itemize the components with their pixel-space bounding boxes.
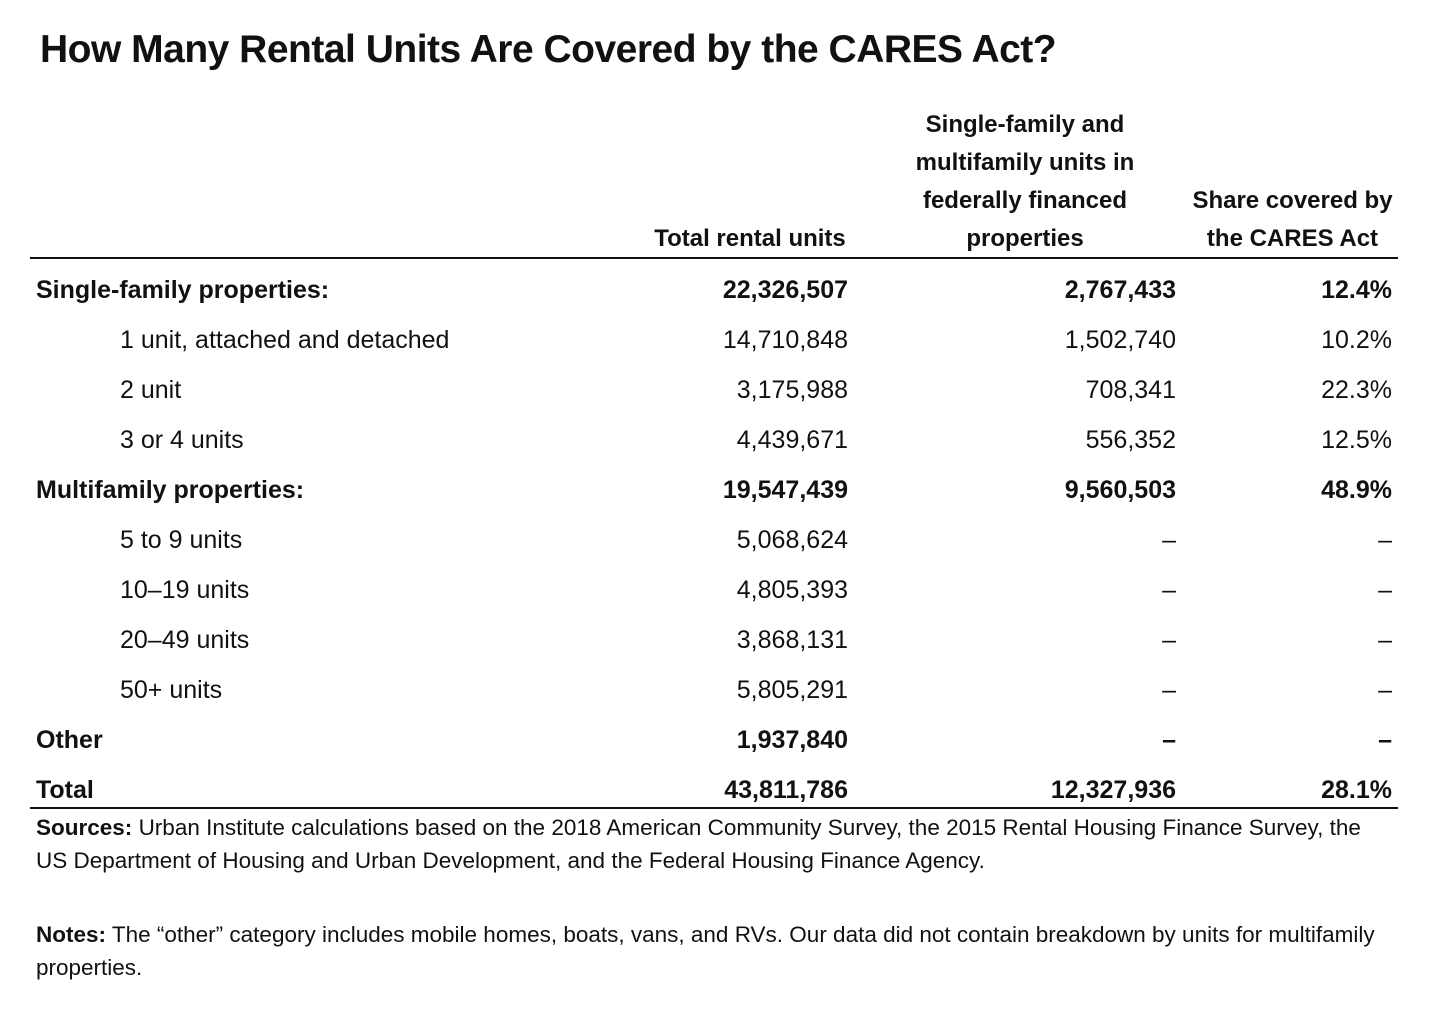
title: How Many Rental Units Are Covered by the… xyxy=(40,28,1057,71)
cell: 4,805,393 xyxy=(736,576,848,604)
row-label: Multifamily properties: xyxy=(36,476,305,504)
column-header: Single-family and multifamily units in f… xyxy=(915,111,1135,252)
cell: 5,068,624 xyxy=(736,526,848,554)
cell: 43,811,786 xyxy=(724,776,848,804)
bottom-rule xyxy=(30,807,1398,809)
cell: 12,327,936 xyxy=(1050,776,1176,804)
cell: 12.4% xyxy=(1321,276,1392,304)
cell: 19,547,439 xyxy=(722,476,848,504)
column-header: Share covered by the CARES Act xyxy=(1192,187,1393,252)
cell: – xyxy=(1378,576,1392,604)
cell: 708,341 xyxy=(1085,376,1176,404)
cell: 3,868,131 xyxy=(736,626,848,654)
cell: – xyxy=(1378,526,1392,554)
cell: 1,502,740 xyxy=(1064,326,1176,354)
sources-label: Sources: xyxy=(36,815,133,840)
cell: – xyxy=(1162,576,1176,604)
row-label: 2 unit xyxy=(120,376,182,404)
cell: 9,560,503 xyxy=(1064,476,1176,504)
cell: – xyxy=(1162,626,1176,654)
cell: 48.9% xyxy=(1321,476,1392,504)
header-rule xyxy=(30,257,1398,259)
cell: 22,326,507 xyxy=(722,276,848,304)
cell: 556,352 xyxy=(1085,426,1176,454)
notes: Notes: The “other” category includes mob… xyxy=(36,918,1396,984)
row-label: 20–49 units xyxy=(120,626,250,654)
row-label: 5 to 9 units xyxy=(120,526,243,554)
sources: Sources: Urban Institute calculations ba… xyxy=(36,811,1396,877)
cell: – xyxy=(1378,676,1392,704)
cell: 22.3% xyxy=(1321,376,1392,404)
notes-label: Notes: xyxy=(36,922,107,947)
cell: – xyxy=(1378,726,1392,754)
cell: 4,439,671 xyxy=(736,426,848,454)
cell: 12.5% xyxy=(1321,426,1392,454)
cell: – xyxy=(1162,726,1176,754)
cell: 28.1% xyxy=(1321,776,1392,804)
row-label: Other xyxy=(36,726,103,754)
cell: – xyxy=(1162,676,1176,704)
row-label: Total xyxy=(36,776,94,804)
row-label: 3 or 4 units xyxy=(120,426,244,454)
row-label: Single-family properties: xyxy=(36,276,330,304)
row-label: 50+ units xyxy=(120,676,223,704)
cell: 10.2% xyxy=(1321,326,1392,354)
cell: 3,175,988 xyxy=(736,376,848,404)
column-header: Total rental units xyxy=(654,225,846,252)
row-label: 10–19 units xyxy=(120,576,250,604)
cell: 1,937,840 xyxy=(736,726,848,754)
cell: 5,805,291 xyxy=(736,676,848,704)
sources-text: Urban Institute calculations based on th… xyxy=(36,815,1361,873)
cell: 2,767,433 xyxy=(1064,276,1176,304)
notes-text: The “other” category includes mobile hom… xyxy=(36,922,1375,980)
row-label: 1 unit, attached and detached xyxy=(120,326,450,354)
cell: – xyxy=(1162,526,1176,554)
cell: – xyxy=(1378,626,1392,654)
cell: 14,710,848 xyxy=(722,326,848,354)
